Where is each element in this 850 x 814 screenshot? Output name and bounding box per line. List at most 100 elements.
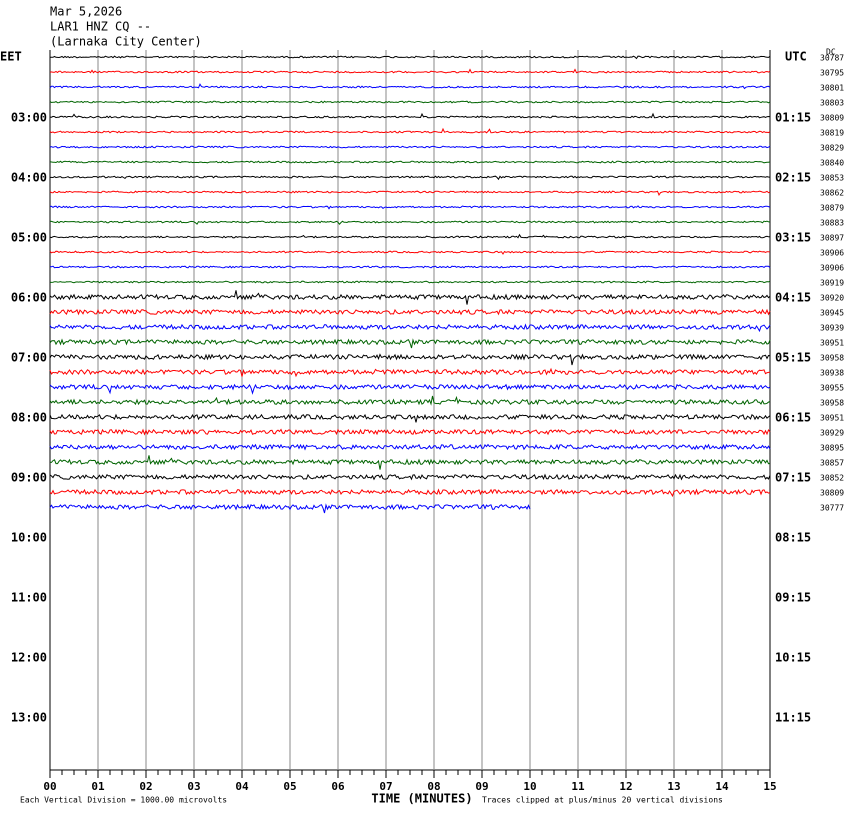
trace xyxy=(49,205,771,210)
trace xyxy=(49,280,771,284)
dc-value: 30862 xyxy=(820,189,844,198)
dc-value: 30920 xyxy=(820,294,844,303)
dc-value: 30829 xyxy=(820,144,844,153)
trace xyxy=(49,220,771,225)
dc-value: 30819 xyxy=(820,129,844,138)
right-hour-label: 01:15 xyxy=(775,111,811,125)
trace xyxy=(49,160,771,164)
station: LAR1 HNZ CQ -- xyxy=(50,20,151,34)
trace xyxy=(49,83,771,90)
right-hour-label: 03:15 xyxy=(775,231,811,245)
x-tick-label: 11 xyxy=(571,780,585,793)
dc-value: 30852 xyxy=(820,474,844,483)
trace xyxy=(49,338,771,349)
dc-value: 30958 xyxy=(820,399,844,408)
trace xyxy=(49,250,771,255)
left-hour-label: 13:00 xyxy=(11,711,47,725)
dc-value: 30787 xyxy=(820,54,844,63)
dc-value: 30906 xyxy=(820,264,844,273)
right-hour-label: 08:15 xyxy=(775,531,811,545)
trace xyxy=(49,112,771,119)
x-tick-label: 09 xyxy=(475,780,488,793)
trace xyxy=(50,55,771,60)
left-hour-label: 05:00 xyxy=(11,231,47,245)
dc-value: 30939 xyxy=(820,324,844,333)
trace xyxy=(49,100,771,104)
dc-value: 30955 xyxy=(820,384,844,393)
trace xyxy=(49,413,771,423)
dc-value: 30938 xyxy=(820,369,844,378)
dc-value: 30919 xyxy=(820,279,844,288)
trace xyxy=(49,145,771,149)
trace xyxy=(49,308,771,316)
left-hour-label: 09:00 xyxy=(11,471,47,485)
trace xyxy=(49,455,771,470)
trace xyxy=(49,233,771,239)
dc-value: 30958 xyxy=(820,354,844,363)
dc-label: DC xyxy=(826,48,836,57)
dc-value: 30857 xyxy=(820,459,844,468)
trace xyxy=(49,443,771,451)
dc-value: 30777 xyxy=(820,504,844,513)
x-tick-label: 12 xyxy=(619,780,632,793)
left-axis-label: EET xyxy=(0,50,22,64)
dc-value: 30929 xyxy=(820,429,844,438)
trace xyxy=(49,353,771,366)
trace xyxy=(49,290,771,305)
dc-value: 30853 xyxy=(820,174,844,183)
footer-clip: Traces clipped at plus/minus 20 vertical… xyxy=(482,796,723,805)
left-hour-label: 10:00 xyxy=(11,531,47,545)
left-hour-label: 03:00 xyxy=(11,111,47,125)
date: Mar 5,2026 xyxy=(50,5,122,19)
trace xyxy=(49,68,771,74)
x-tick-label: 15 xyxy=(763,780,776,793)
trace xyxy=(49,503,531,514)
right-hour-label: 07:15 xyxy=(775,471,811,485)
x-tick-label: 05 xyxy=(283,780,296,793)
x-tick-label: 06 xyxy=(331,780,345,793)
x-tick-label: 08 xyxy=(427,780,440,793)
trace xyxy=(49,488,771,498)
x-tick-label: 07 xyxy=(379,780,392,793)
x-tick-label: 10 xyxy=(523,780,536,793)
x-tick-label: 04 xyxy=(235,780,249,793)
left-hour-label: 04:00 xyxy=(11,171,47,185)
footer-division: Each Vertical Division = 1000.00 microvo… xyxy=(20,796,227,805)
trace xyxy=(49,367,771,378)
dc-value: 30809 xyxy=(820,114,844,123)
dc-value: 30906 xyxy=(820,249,844,258)
right-hour-label: 04:15 xyxy=(775,291,811,305)
dc-value: 30840 xyxy=(820,159,844,168)
right-hour-label: 02:15 xyxy=(775,171,811,185)
location: (Larnaka City Center) xyxy=(50,35,202,49)
left-hour-label: 12:00 xyxy=(11,651,47,665)
x-tick-label: 14 xyxy=(715,780,729,793)
dc-value: 30879 xyxy=(820,204,844,213)
right-hour-label: 05:15 xyxy=(775,351,811,365)
trace xyxy=(50,265,771,269)
trace xyxy=(49,395,771,406)
dc-value: 30801 xyxy=(820,84,844,93)
left-hour-label: 07:00 xyxy=(11,351,47,365)
x-axis-title: TIME (MINUTES) xyxy=(371,792,472,806)
x-tick-label: 03 xyxy=(187,780,200,793)
x-tick-label: 13 xyxy=(667,780,680,793)
trace xyxy=(49,323,771,333)
dc-value: 30951 xyxy=(820,414,844,423)
dc-value: 30945 xyxy=(820,309,844,318)
right-hour-label: 11:15 xyxy=(775,711,811,725)
trace xyxy=(49,127,771,134)
left-hour-label: 11:00 xyxy=(11,591,47,605)
trace xyxy=(49,383,771,395)
right-hour-label: 06:15 xyxy=(775,411,811,425)
x-tick-label: 01 xyxy=(91,780,105,793)
trace xyxy=(49,473,771,481)
left-hour-label: 06:00 xyxy=(11,291,47,305)
dc-value: 30883 xyxy=(820,219,844,228)
dc-value: 30951 xyxy=(820,339,844,348)
trace xyxy=(49,190,771,196)
left-hour-label: 08:00 xyxy=(11,411,47,425)
dc-value: 30795 xyxy=(820,69,844,78)
dc-value: 30895 xyxy=(820,444,844,453)
